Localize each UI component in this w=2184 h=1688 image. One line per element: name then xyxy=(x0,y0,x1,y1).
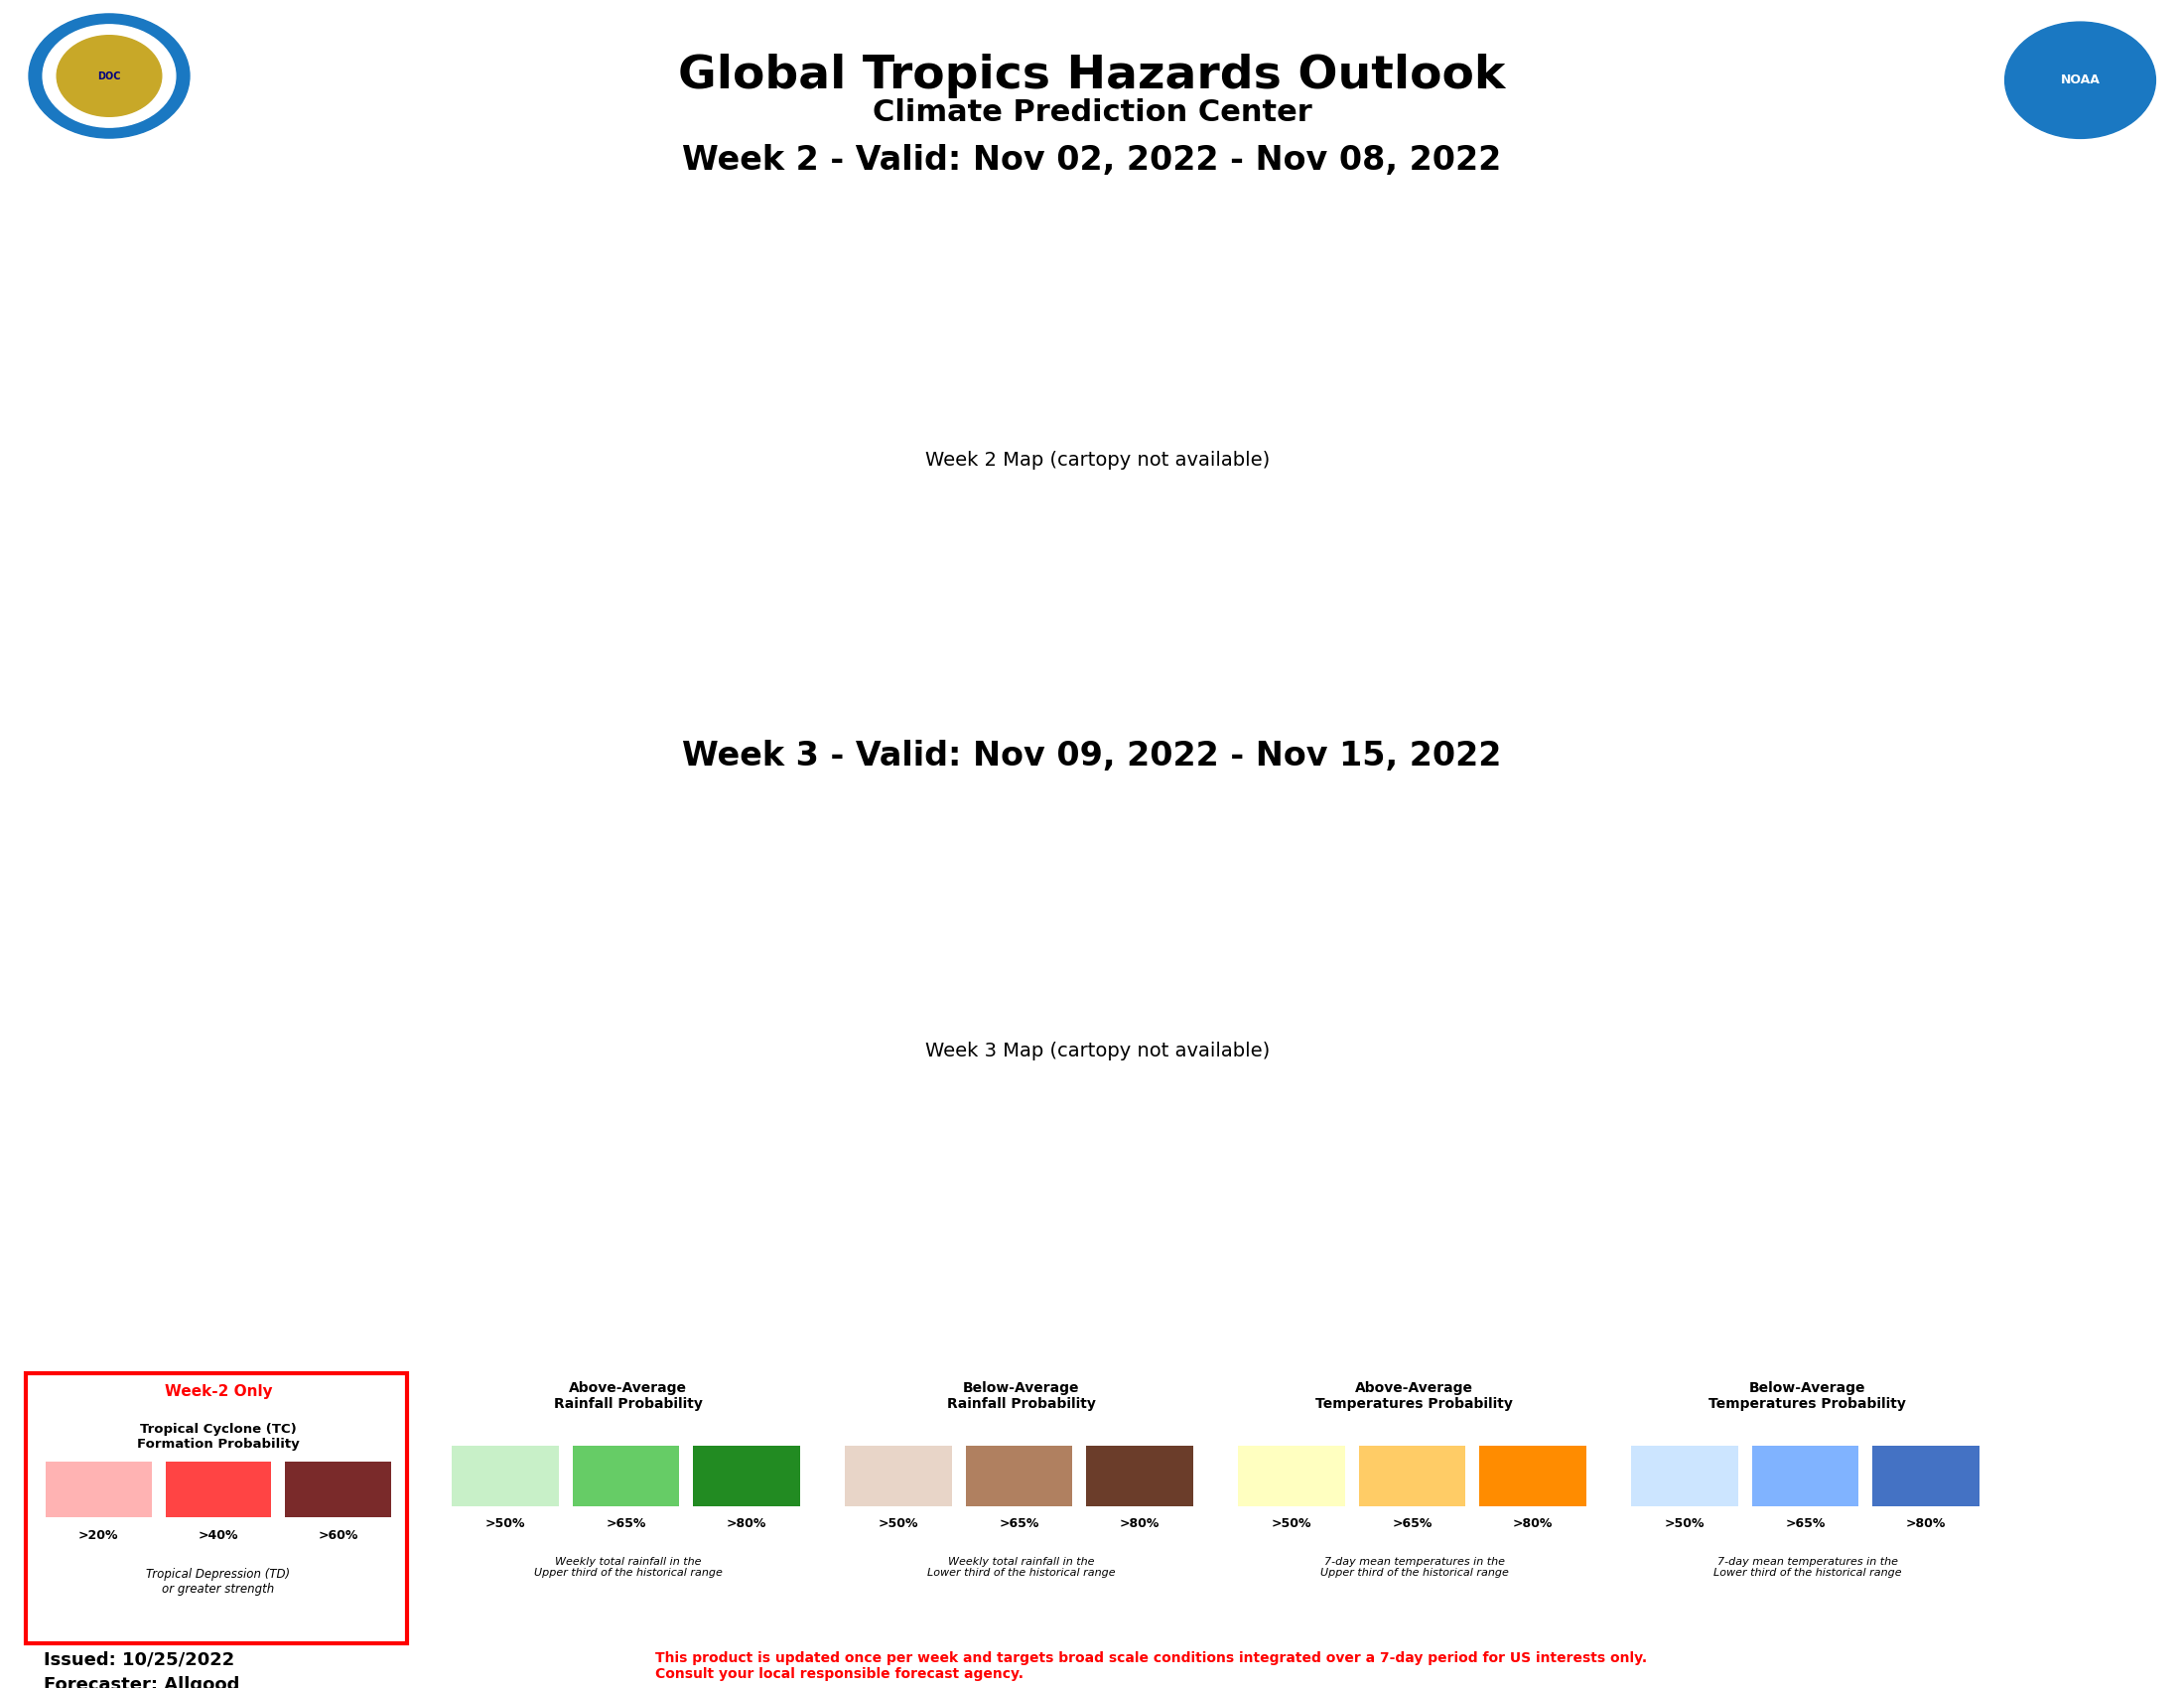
Text: Global Tropics Hazards Outlook: Global Tropics Hazards Outlook xyxy=(679,54,1505,98)
Text: >80%: >80% xyxy=(727,1518,767,1531)
Bar xyxy=(1358,1445,1465,1507)
Text: >65%: >65% xyxy=(605,1518,646,1531)
Text: Climate Prediction Center: Climate Prediction Center xyxy=(871,98,1313,127)
Text: >65%: >65% xyxy=(1391,1518,1433,1531)
Bar xyxy=(1238,1445,1345,1507)
Text: >60%: >60% xyxy=(319,1529,358,1541)
Bar xyxy=(845,1445,952,1507)
Text: Weekly total rainfall in the
Upper third of the historical range: Weekly total rainfall in the Upper third… xyxy=(533,1556,723,1578)
Circle shape xyxy=(57,35,162,116)
Text: >80%: >80% xyxy=(1120,1518,1160,1531)
Text: >50%: >50% xyxy=(878,1518,919,1531)
Circle shape xyxy=(2005,22,2156,138)
Bar xyxy=(1085,1445,1192,1507)
Text: Week 2 - Valid: Nov 02, 2022 - Nov 08, 2022: Week 2 - Valid: Nov 02, 2022 - Nov 08, 2… xyxy=(681,143,1503,176)
Text: Week 2 Map (cartopy not available): Week 2 Map (cartopy not available) xyxy=(926,451,1269,469)
Text: 7-day mean temperatures in the
Lower third of the historical range: 7-day mean temperatures in the Lower thi… xyxy=(1712,1556,1902,1578)
Text: Week 3 - Valid: Nov 09, 2022 - Nov 15, 2022: Week 3 - Valid: Nov 09, 2022 - Nov 15, 2… xyxy=(681,739,1503,771)
Bar xyxy=(1752,1445,1859,1507)
Text: Tropical Cyclone (TC)
Formation Probability: Tropical Cyclone (TC) Formation Probabil… xyxy=(138,1423,299,1450)
Bar xyxy=(965,1445,1072,1507)
Text: Forecaster: Allgood: Forecaster: Allgood xyxy=(44,1676,240,1688)
Text: Issued: 10/25/2022: Issued: 10/25/2022 xyxy=(44,1651,234,1669)
Text: >65%: >65% xyxy=(998,1518,1040,1531)
Circle shape xyxy=(28,14,190,138)
Text: Above-Average
Temperatures Probability: Above-Average Temperatures Probability xyxy=(1315,1381,1514,1411)
Bar xyxy=(1479,1445,1586,1507)
Text: >80%: >80% xyxy=(1514,1518,1553,1531)
Text: Weekly total rainfall in the
Lower third of the historical range: Weekly total rainfall in the Lower third… xyxy=(926,1556,1116,1578)
Text: This product is updated once per week and targets broad scale conditions integra: This product is updated once per week an… xyxy=(655,1651,1647,1681)
Text: >40%: >40% xyxy=(199,1529,238,1541)
Text: 7-day mean temperatures in the
Upper third of the historical range: 7-day mean temperatures in the Upper thi… xyxy=(1319,1556,1509,1578)
Bar xyxy=(452,1445,559,1507)
Bar xyxy=(166,1462,271,1518)
Bar xyxy=(572,1445,679,1507)
Text: Below-Average
Temperatures Probability: Below-Average Temperatures Probability xyxy=(1708,1381,1907,1411)
Bar xyxy=(286,1462,391,1518)
Bar xyxy=(46,1462,151,1518)
Circle shape xyxy=(44,25,175,127)
Text: >50%: >50% xyxy=(485,1518,526,1531)
Text: Below-Average
Rainfall Probability: Below-Average Rainfall Probability xyxy=(946,1381,1096,1411)
Text: Above-Average
Rainfall Probability: Above-Average Rainfall Probability xyxy=(553,1381,703,1411)
Text: >65%: >65% xyxy=(1784,1518,1826,1531)
Text: DOC: DOC xyxy=(98,71,120,81)
FancyBboxPatch shape xyxy=(26,1372,406,1642)
Text: >20%: >20% xyxy=(79,1529,118,1541)
Text: NOAA: NOAA xyxy=(2060,74,2101,86)
Text: >50%: >50% xyxy=(1271,1518,1313,1531)
Text: >80%: >80% xyxy=(1907,1518,1946,1531)
Text: Week 3 Map (cartopy not available): Week 3 Map (cartopy not available) xyxy=(926,1041,1269,1060)
Bar xyxy=(1872,1445,1979,1507)
Text: Week-2 Only: Week-2 Only xyxy=(164,1384,273,1399)
Bar xyxy=(692,1445,799,1507)
Text: Tropical Depression (TD)
or greater strength: Tropical Depression (TD) or greater stre… xyxy=(146,1568,290,1595)
Bar xyxy=(1631,1445,1738,1507)
Text: >50%: >50% xyxy=(1664,1518,1706,1531)
